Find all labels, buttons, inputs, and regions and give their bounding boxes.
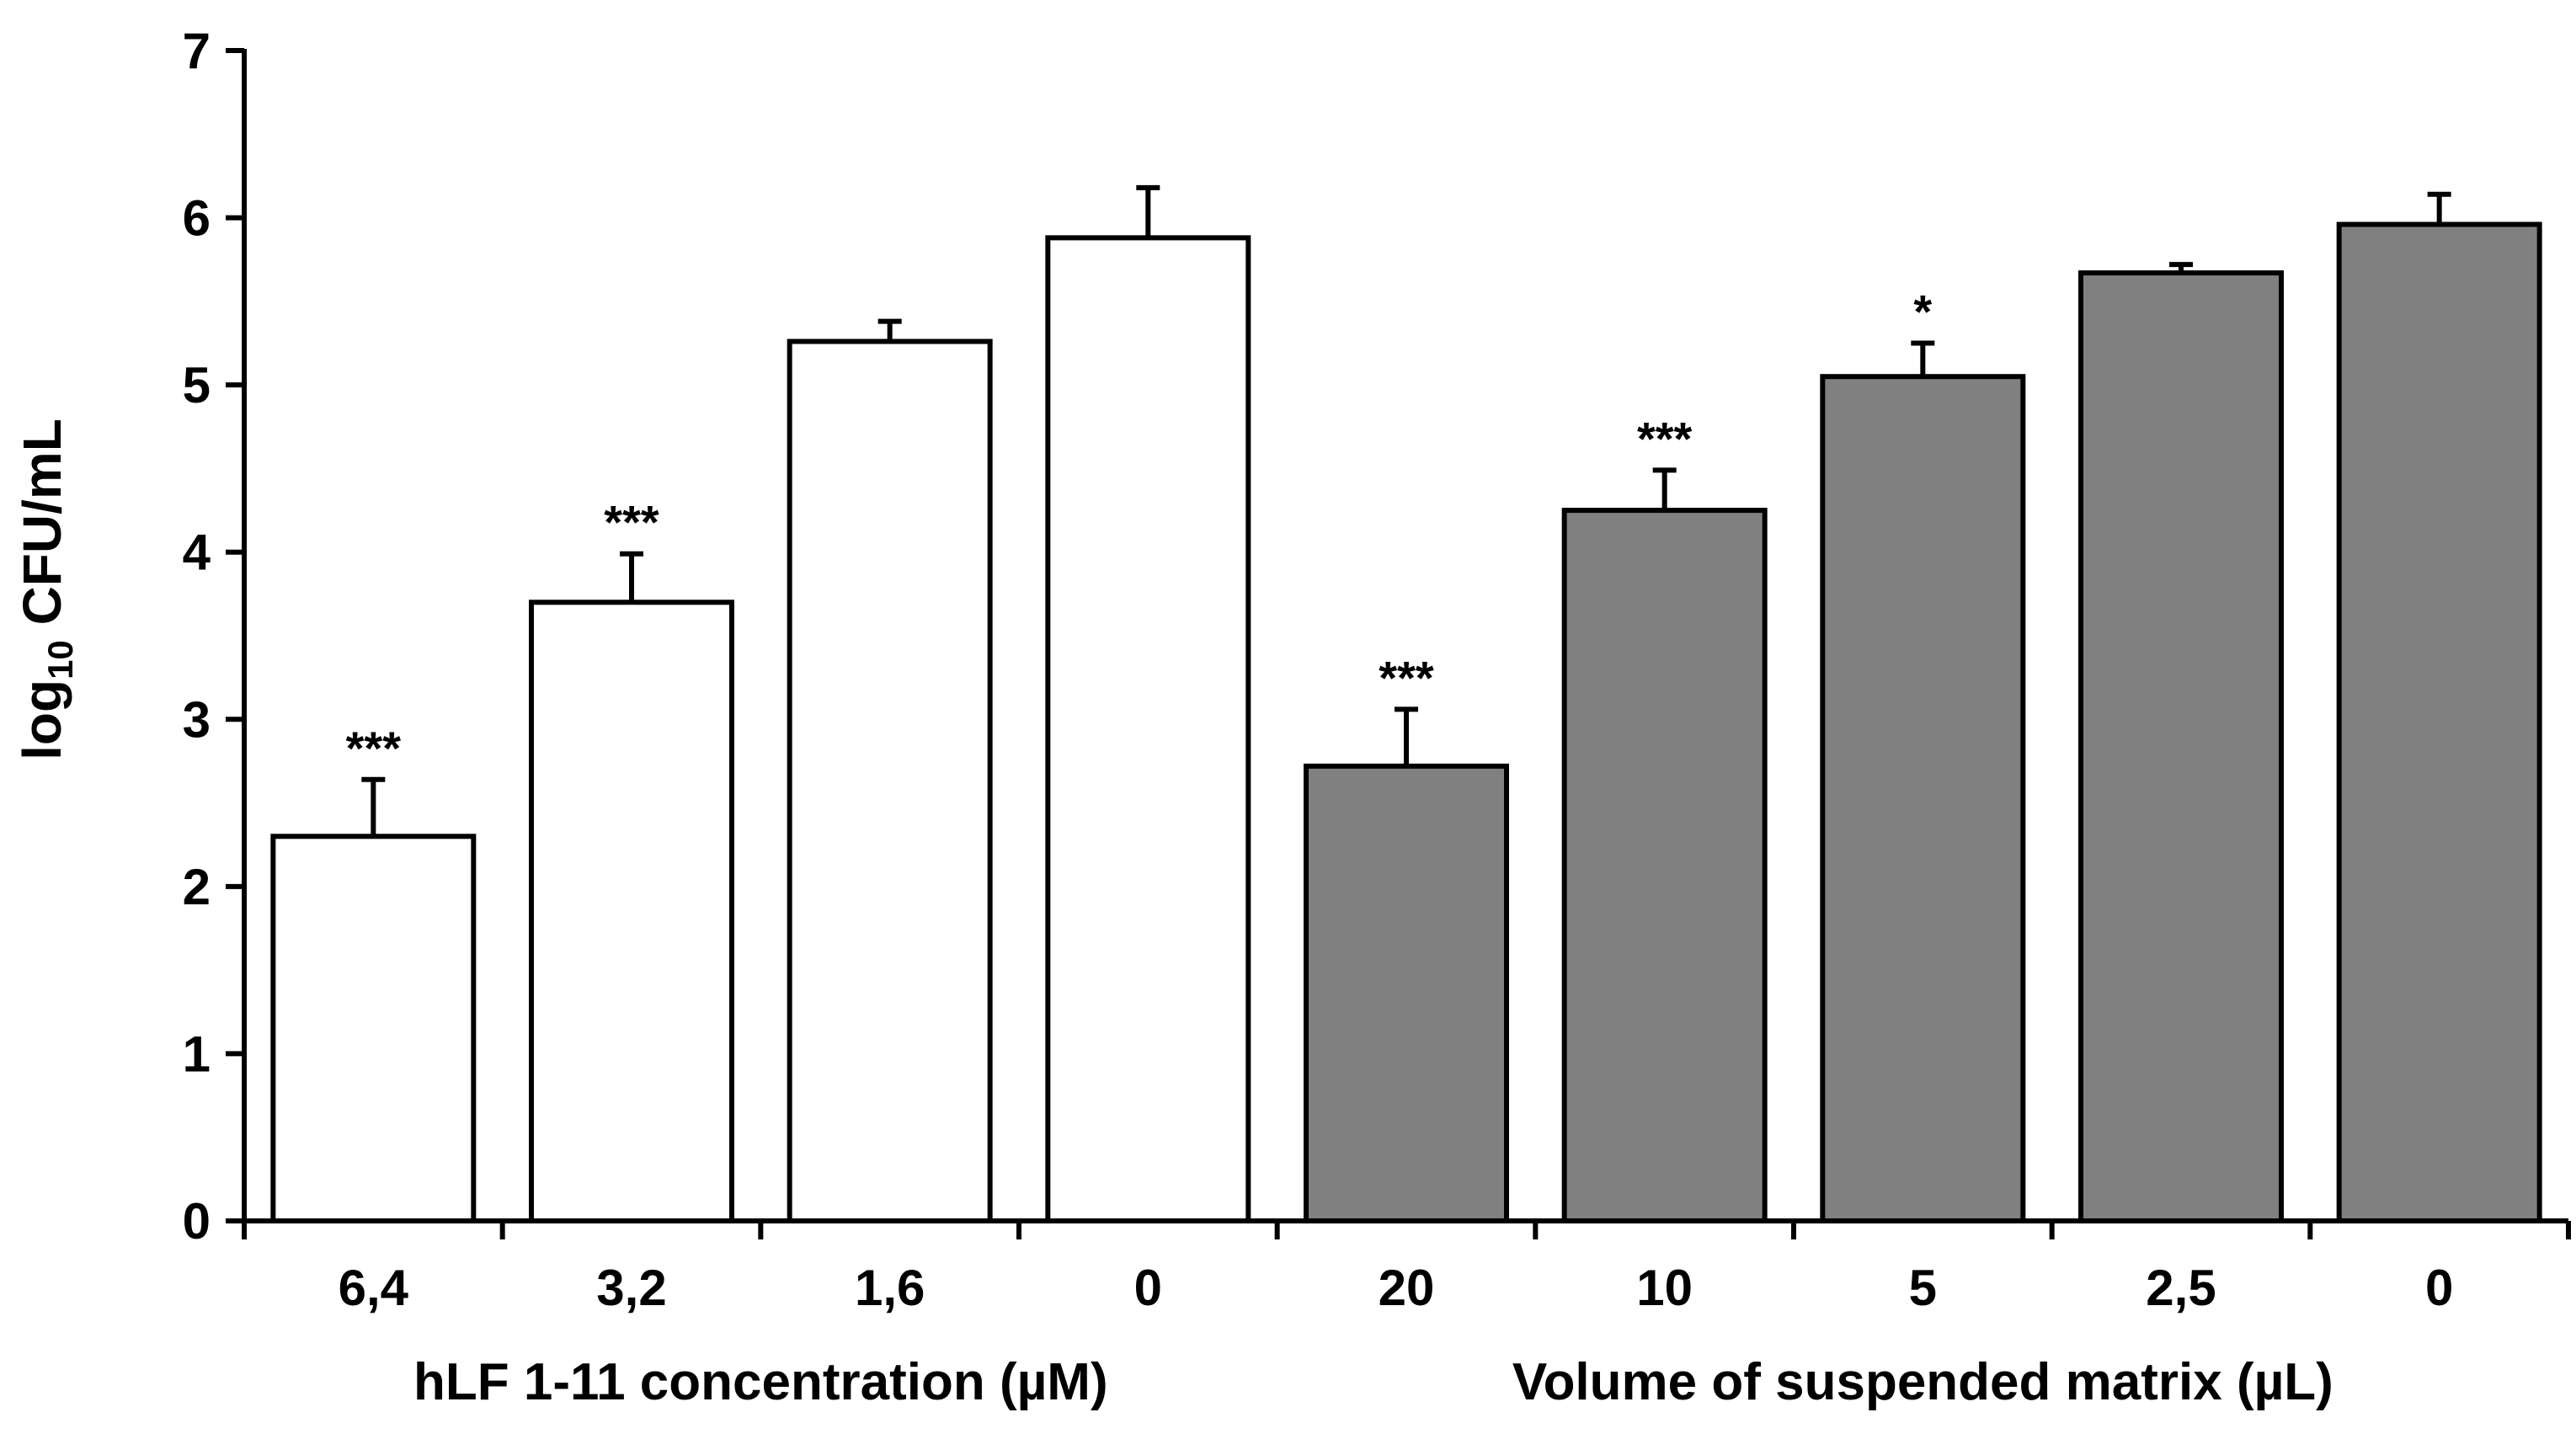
significance-marker: *: [1913, 285, 1932, 338]
y-tick-label: 2: [183, 859, 211, 915]
x-tick-label: 10: [1636, 1260, 1693, 1316]
y-tick-label: 5: [183, 357, 211, 413]
bar: [1304, 763, 1509, 1223]
y-tick-label: 0: [183, 1193, 211, 1250]
significance-marker: ***: [604, 496, 659, 549]
significance-marker: ***: [346, 722, 402, 775]
y-tick-label: 6: [183, 190, 211, 247]
bar: [1820, 374, 2026, 1223]
x-tick-label: 0: [1134, 1260, 1162, 1316]
error-bars-layer: [361, 184, 2451, 837]
y-axis-label-main: log: [12, 680, 72, 760]
group-label: Volume of suspended matrix (µL): [1512, 1353, 2333, 1411]
bar: [270, 834, 477, 1223]
x-tick-label: 6,4: [339, 1260, 409, 1316]
y-tick-label: 1: [183, 1026, 211, 1082]
y-axis-label-subscript: 10: [40, 640, 80, 680]
significance-layer: *************: [346, 285, 1933, 775]
x-tick-label: 2,5: [2146, 1260, 2216, 1316]
axes-layer: [226, 48, 2571, 1239]
group-label: hLF 1-11 concentration (µM): [413, 1353, 1108, 1411]
significance-marker: ***: [1637, 412, 1693, 465]
significance-marker: ***: [1379, 651, 1434, 704]
y-tick-label: 3: [183, 691, 211, 748]
y-tick-label: 4: [183, 525, 211, 581]
bar: [2336, 221, 2542, 1223]
x-tick-label: 20: [1379, 1260, 1435, 1316]
y-axis-label: log10 CFU/mL: [12, 418, 80, 760]
bar: [529, 600, 734, 1223]
bar: [787, 338, 993, 1223]
x-tick-label: 1,6: [855, 1260, 925, 1316]
y-tick-label: 7: [183, 23, 211, 79]
x-tick-label: 0: [2425, 1260, 2453, 1316]
y-axis-label-rest: CFU/mL: [12, 418, 72, 640]
x-tick-label: 3,2: [596, 1260, 666, 1316]
x-tick-label: 5: [1909, 1260, 1937, 1316]
bars-layer: [270, 221, 2542, 1224]
bar: [2078, 270, 2284, 1224]
bar: [1561, 508, 1768, 1223]
bar: [1045, 235, 1251, 1223]
